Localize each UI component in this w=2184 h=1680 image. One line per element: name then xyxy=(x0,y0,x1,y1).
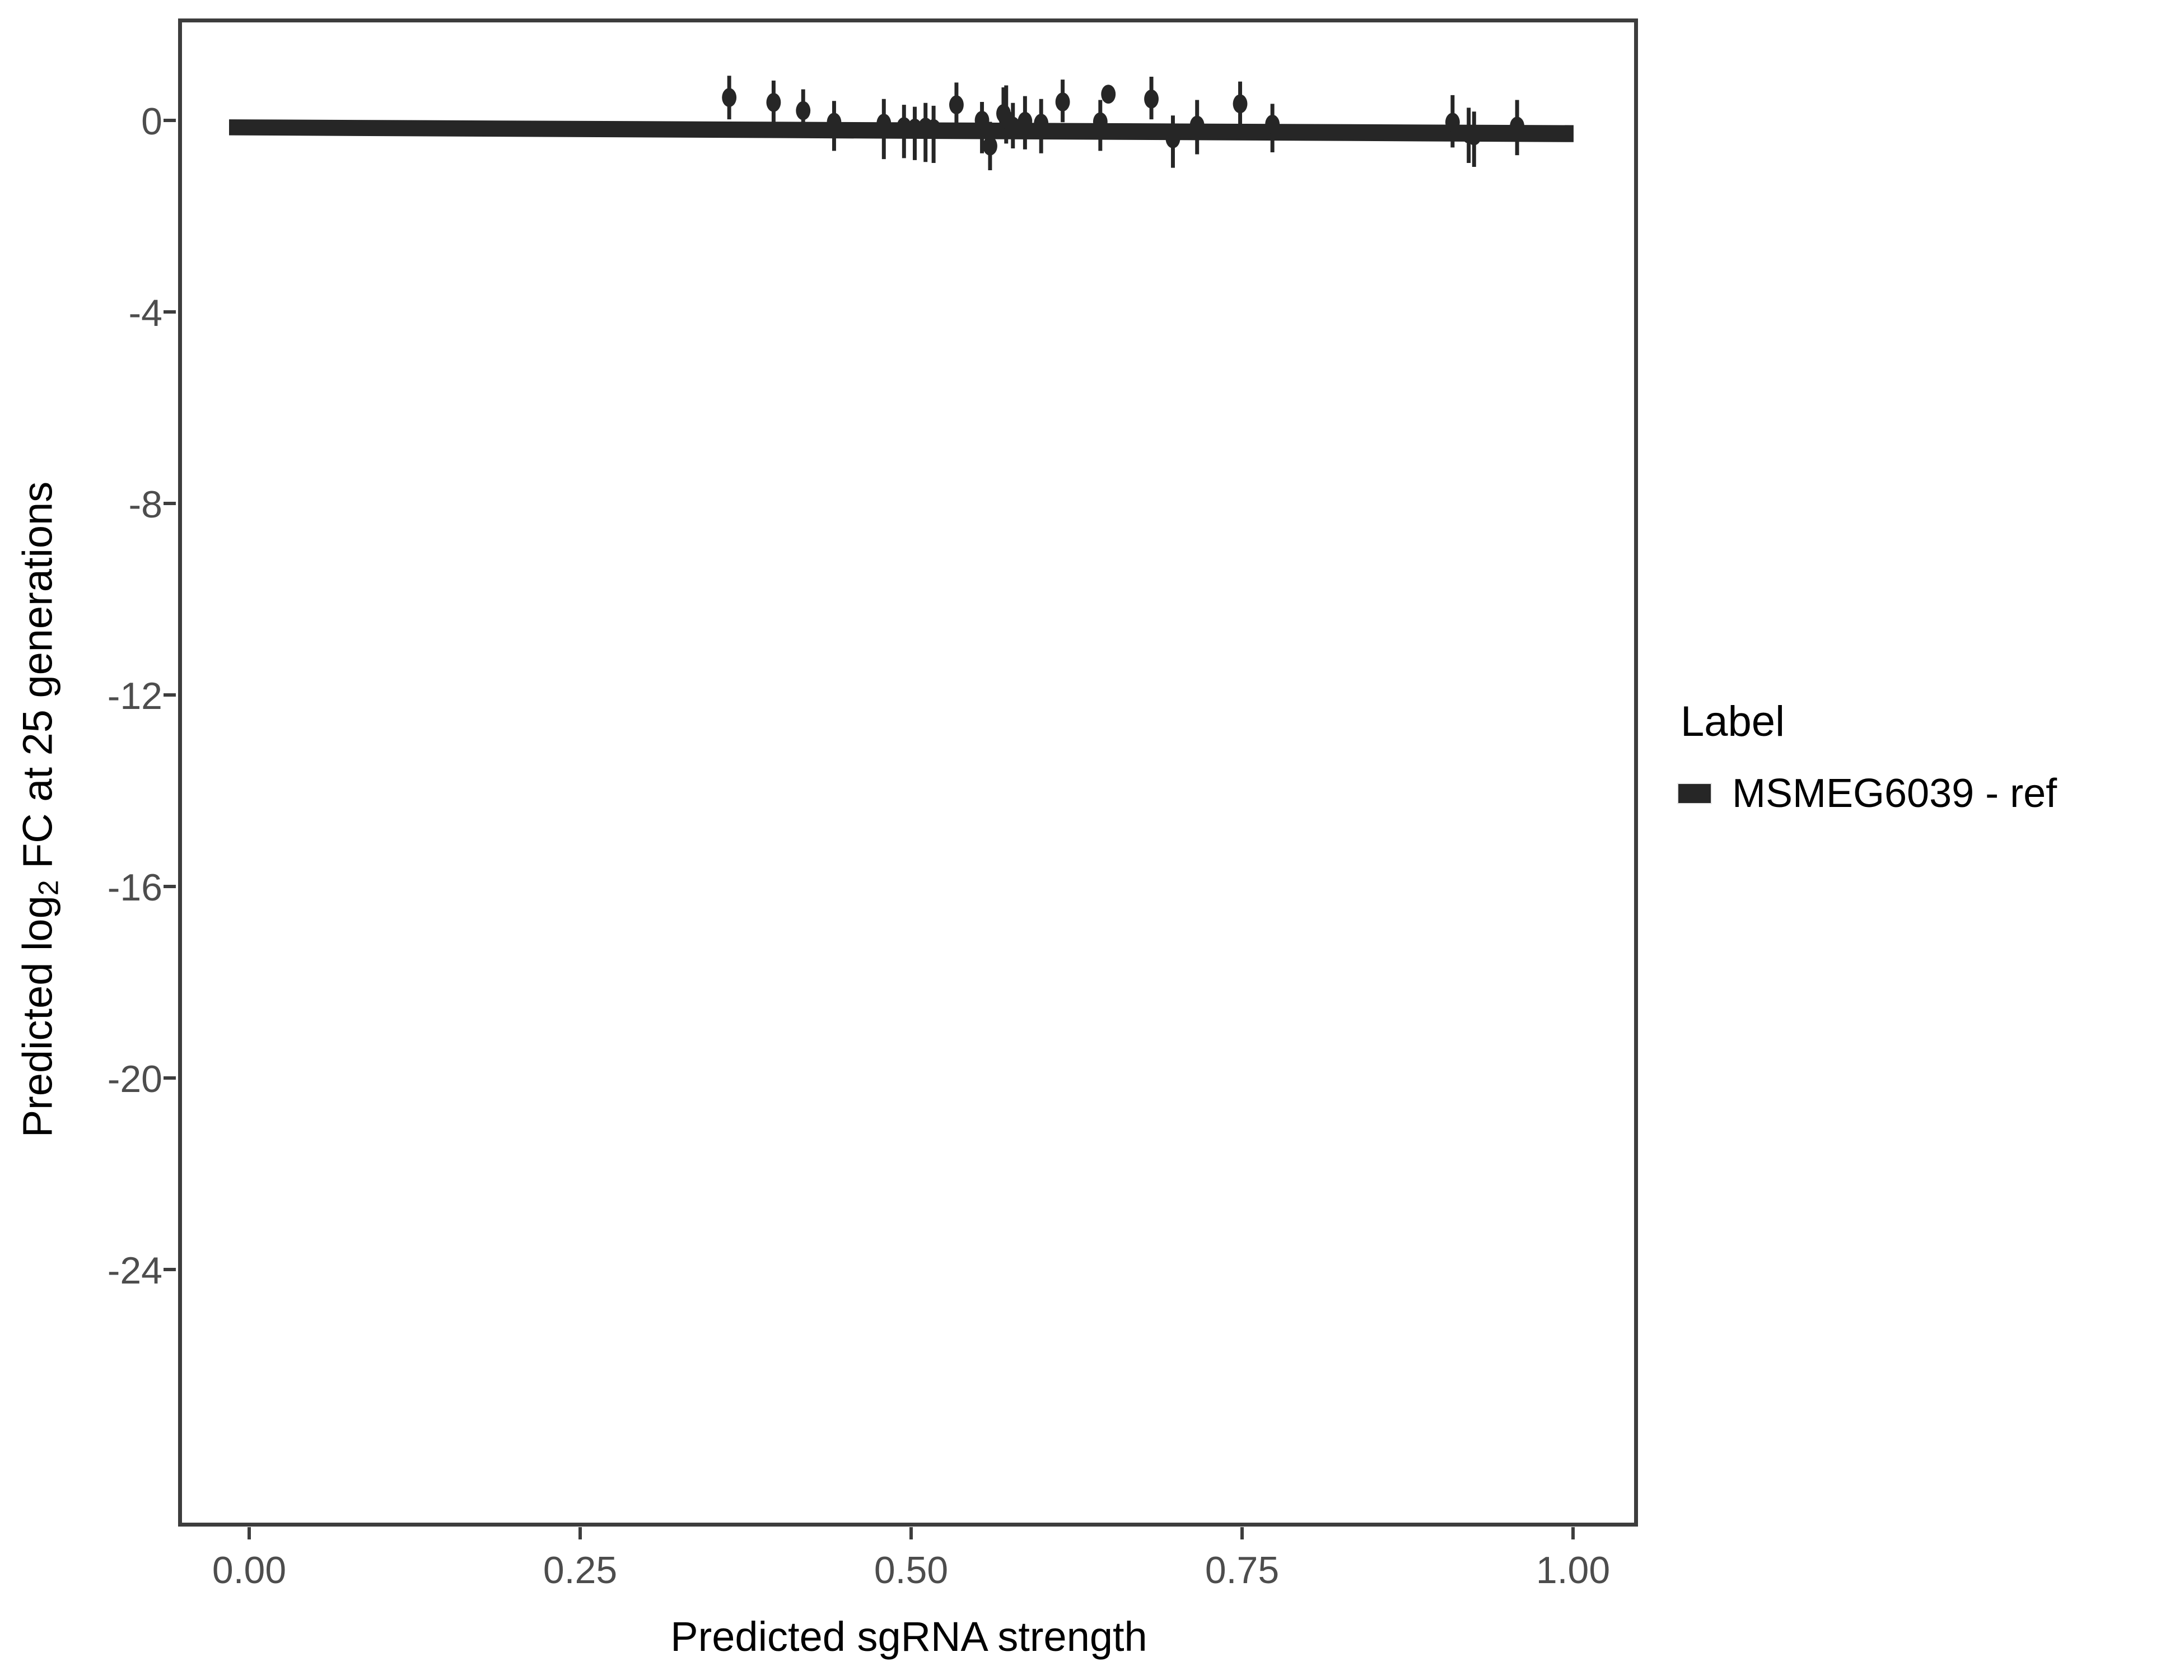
x-tick-label-075: 0.75 xyxy=(1205,1549,1280,1592)
x-tick-label-025: 0.25 xyxy=(543,1549,618,1592)
legend-key-swatch xyxy=(1677,783,1712,804)
y-tick-mark-m12 xyxy=(164,693,176,697)
data-point[interactable] xyxy=(1101,85,1116,104)
x-tick-label-100: 1.00 xyxy=(1536,1549,1611,1592)
y-tick-mark-m4 xyxy=(164,310,176,314)
data-point-group xyxy=(722,85,1525,156)
y-tick-label-m16: -16 xyxy=(107,866,162,909)
y-tick-mark-0 xyxy=(164,119,176,122)
data-point[interactable] xyxy=(1055,92,1070,111)
y-tick-mark-m24 xyxy=(164,1268,176,1271)
data-point[interactable] xyxy=(1467,126,1482,146)
data-point[interactable] xyxy=(983,136,997,156)
data-point[interactable] xyxy=(907,118,922,138)
y-tick-label-0: 0 xyxy=(141,100,162,143)
x-tick-mark-075 xyxy=(1240,1527,1244,1539)
y-tick-label-m8: -8 xyxy=(128,483,162,526)
data-point[interactable] xyxy=(722,88,737,108)
data-point[interactable] xyxy=(1018,111,1033,131)
x-tick-mark-100 xyxy=(1571,1527,1575,1539)
y-tick-label-m24: -24 xyxy=(107,1249,162,1292)
legend-entry-label: MSMEG6039 - ref xyxy=(1732,771,2057,816)
data-point[interactable] xyxy=(1233,94,1248,114)
data-point[interactable] xyxy=(1165,129,1180,148)
data-point[interactable] xyxy=(974,110,990,130)
x-axis-title: Predicted sgRNA strength xyxy=(670,1613,1147,1660)
y-tick-label-m20: -20 xyxy=(107,1058,162,1100)
y-tick-mark-m16 xyxy=(164,885,176,888)
plot-panel xyxy=(178,18,1638,1527)
data-point[interactable] xyxy=(1189,115,1205,135)
plot-canvas xyxy=(229,76,1574,171)
data-point[interactable] xyxy=(1144,89,1159,109)
x-tick-label-050: 0.50 xyxy=(874,1549,949,1592)
data-point[interactable] xyxy=(796,101,811,120)
data-point[interactable] xyxy=(1445,113,1460,132)
y-tick-mark-m20 xyxy=(164,1076,176,1080)
x-tick-mark-050 xyxy=(909,1527,913,1539)
data-point[interactable] xyxy=(926,119,941,138)
y-axis-title: Predicted log2 FC at 25 generations xyxy=(14,334,65,1286)
legend-title: Label xyxy=(1681,698,1785,745)
data-point[interactable] xyxy=(1510,116,1525,136)
y-tick-label-m4: -4 xyxy=(128,292,162,334)
data-point[interactable] xyxy=(766,92,781,112)
y-tick-mark-m8 xyxy=(164,502,176,505)
data-point[interactable] xyxy=(876,114,892,133)
x-tick-mark-000 xyxy=(248,1527,251,1539)
data-point[interactable] xyxy=(1093,112,1108,132)
data-point[interactable] xyxy=(1005,116,1020,136)
data-point[interactable] xyxy=(1034,114,1049,133)
legend-entry-msmeg6039[interactable]: MSMEG6039 - ref xyxy=(1677,771,2170,816)
data-point[interactable] xyxy=(897,117,912,137)
data-point[interactable] xyxy=(949,95,964,115)
legend: Label MSMEG6039 - ref xyxy=(1677,697,2170,816)
y-axis-title-pre: Predicted log xyxy=(14,895,61,1138)
data-point[interactable] xyxy=(827,113,842,132)
data-point[interactable] xyxy=(1265,114,1280,134)
x-tick-label-000: 0.00 xyxy=(212,1549,287,1592)
y-tick-label-m12: -12 xyxy=(107,675,162,717)
x-tick-mark-025 xyxy=(578,1527,582,1539)
